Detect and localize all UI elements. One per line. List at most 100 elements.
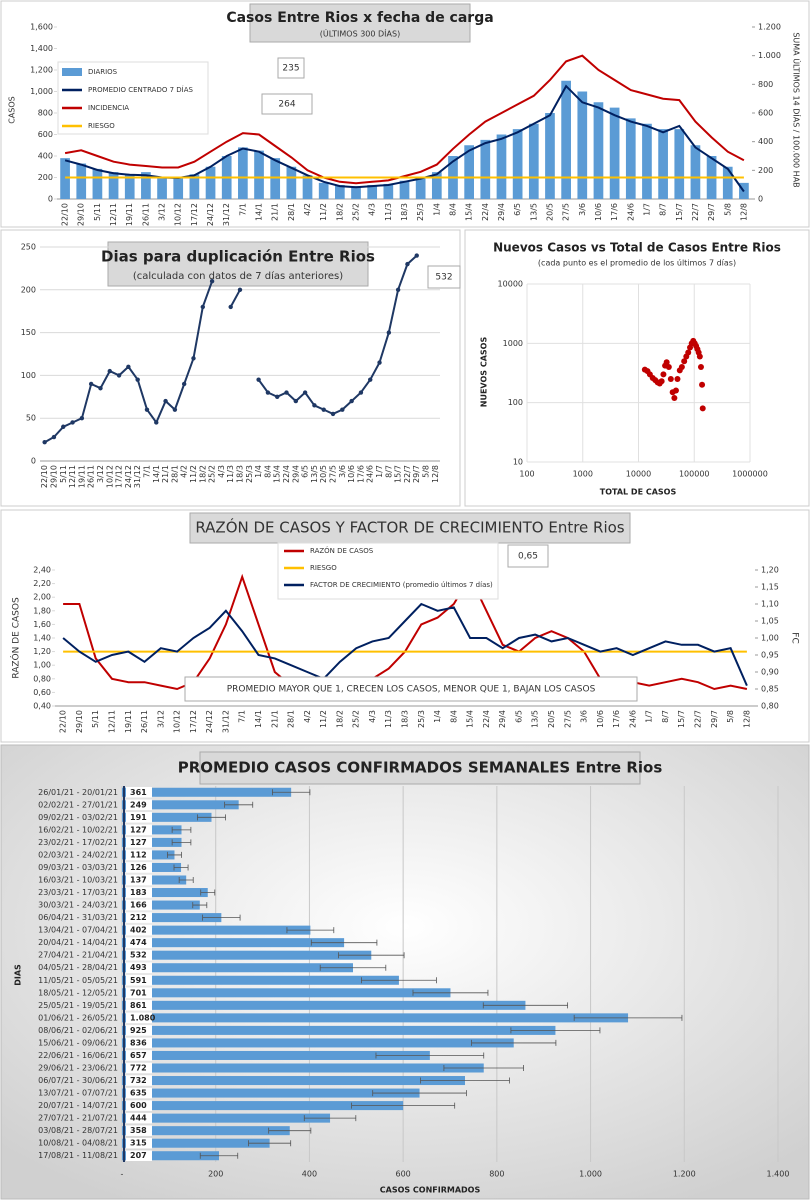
legend-label: RIESGO [310,564,337,572]
annotation-box [427,265,461,289]
chart-subtitle: (ÚLTIMOS 300 DÍAS) [320,28,400,39]
error-bar [412,989,489,996]
x-tick-label: 12/11 [68,465,77,488]
x-tick-label: 20/5 [547,710,556,728]
y2-tick-label: 0,95 [761,651,779,660]
x-tick-label: 1.000 [579,1170,602,1179]
label-bg [126,1062,152,1074]
y-tick-label: 08/06/21 - 02/06/21 [38,1026,118,1035]
label-bg [126,862,152,873]
error-bar [178,877,194,883]
value-label: 657 [130,1051,147,1060]
x-tick-label: 12/8 [742,710,751,728]
x-tick-label: 7/1 [238,710,247,723]
x-tick-label: 100 [519,470,534,479]
y-tick-label: 23/03/21 - 17/03/21 [38,888,118,897]
point [349,398,354,404]
title-box [199,751,641,785]
x-tick-label: 24/6 [628,710,637,728]
label-bg [126,887,152,898]
y-tick-label: 1,40 [33,634,51,643]
point [685,349,692,356]
label-bg [126,924,152,936]
bar [122,1151,219,1161]
error-bar [200,889,216,896]
bar [122,988,451,998]
bar [270,158,281,199]
y2-tick-label: 1,20 [761,566,779,575]
x-tick-label: 1/4 [432,203,441,216]
point [79,416,85,421]
x-tick-label: 14/1 [254,710,263,728]
x-tick-label: 22/10 [40,465,49,488]
x-tick-label: 29/4 [497,203,506,221]
bar [238,147,248,199]
x-tick-label: 26/11 [141,203,150,226]
x-tick-label: 1/7 [645,710,654,723]
y-tick-label: 100 [21,371,36,380]
y-tick-label: 29/06/21 - 23/06/21 [38,1064,118,1073]
label-bg [126,1012,152,1024]
x-tick-label: 5/11 [59,465,68,483]
x-tick-label: 10/6 [594,203,603,221]
bar [512,129,523,199]
bar [335,185,345,199]
x-tick-label: 200 [208,1170,223,1179]
x-tick-label: 5/8 [422,465,431,478]
x-tick-label: 15/4 [466,710,475,728]
value-label: 249 [130,800,147,809]
line [64,54,745,185]
x-tick-label: 10000 [626,470,651,479]
y-tick-label: 1,600 [30,23,53,32]
y-tick-label: 600 [38,130,53,139]
point [663,359,670,366]
x-tick-label: 24/6 [626,203,635,221]
x-tick-label: 17/6 [356,465,365,483]
x-tick-label: 4/2 [303,710,312,723]
x-tick-label: 18/3 [400,203,409,221]
title-box [189,512,631,544]
x-tick-label: 11/2 [189,465,198,483]
value-label: 532 [130,951,147,960]
y-tick-label: 2,40 [33,566,51,575]
y2-tick-label: 0,85 [761,685,779,694]
bar [122,1063,484,1073]
value-label: 137 [130,876,147,885]
error-bar [268,1127,312,1134]
y-tick-label: 100 [508,398,523,407]
x-tick-label: 22/7 [691,203,700,221]
x-tick-label: 8/7 [659,203,668,216]
x-tick-label: 6/5 [513,203,522,216]
bar [189,174,200,199]
bar [173,177,184,199]
point [302,390,308,395]
x-tick-label: 22/10 [61,203,70,226]
bar [76,163,87,199]
point [116,373,122,378]
error-bar [199,1152,239,1159]
x-tick-label: 21/1 [271,203,280,221]
point [107,368,112,374]
point [340,407,345,412]
value-label: 493 [130,963,147,972]
bar [577,91,588,199]
bar [674,129,685,199]
point [200,304,205,310]
bar [318,182,329,199]
annotation: 0,65 [518,552,538,562]
y-tick-label: 04/05/21 - 28/04/21 [38,963,118,972]
y-tick-label: 20/04/21 - 14/04/21 [38,938,118,947]
legend-box [57,61,209,135]
point [42,439,47,445]
value-label: 600 [130,1101,147,1110]
error-bar [197,814,226,821]
value-label: 191 [130,813,147,822]
label-bg [126,1112,152,1124]
x-tick-label: 10/6 [347,465,356,483]
y-tick-label: 10/08/21 - 04/08/21 [38,1139,118,1148]
error-bar [338,952,405,959]
y-tick-label: 1,20 [33,647,51,656]
label-bg [126,837,152,848]
bar [122,787,292,797]
label-bg [126,975,152,986]
